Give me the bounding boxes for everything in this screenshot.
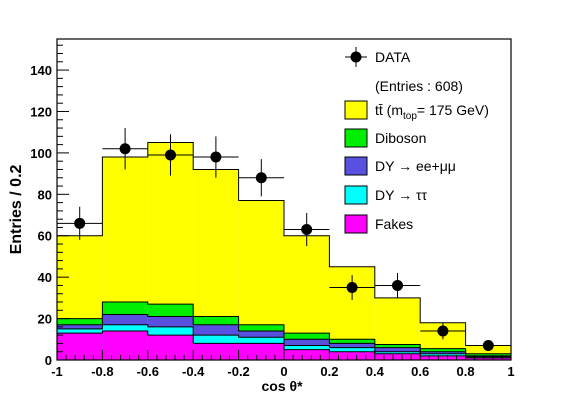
data-point-marker: [392, 279, 403, 291]
y-tick-label: 40: [38, 270, 52, 285]
data-point-2: [102, 128, 148, 170]
legend-item-diboson: Diboson: [344, 128, 426, 148]
legend-swatch-fakes: [344, 214, 368, 234]
x-tick-label: 1: [507, 364, 514, 379]
data-point-4: [193, 136, 239, 178]
legend-swatch-diboson: [344, 128, 368, 148]
legend-item-dytautau: DY → ττ: [344, 185, 428, 205]
bar-fakes-6: [284, 349, 330, 360]
y-axis-ticks: 0 20 40 60 80 100 120 140: [30, 44, 69, 368]
x-tick-label: -0.4: [182, 364, 205, 379]
legend-data-label: DATA: [375, 49, 411, 65]
y-tick-label: 80: [38, 187, 52, 202]
data-point-marker: [255, 172, 267, 184]
x-tick-label: -0.2: [227, 364, 249, 379]
stacked-histogram: [57, 142, 511, 360]
x-axis-ticks: -1 -0.8 -0.6 -0.4 -0.2 0 0.2 0.4 0.6 0.8 1: [51, 350, 515, 379]
legend: DATA (Entries : 608) tt̄ (mtop= 175 GeV) Di…: [344, 47, 489, 234]
legend-label-dytautau: DY → ττ: [375, 187, 428, 203]
x-tick-label: -1: [51, 364, 63, 379]
data-point-marker: [482, 340, 494, 352]
data-point-marker: [437, 325, 449, 337]
data-point-5: [238, 159, 284, 197]
bar-fakes-3: [147, 335, 194, 360]
data-point-9: [420, 322, 466, 340]
legend-swatch-dyeemumu: [344, 156, 368, 176]
x-tick-label: 0.2: [320, 364, 338, 379]
x-tick-label: -0.8: [91, 364, 113, 379]
bar-fakes-7: [329, 351, 375, 360]
data-point-10: [465, 340, 511, 352]
x-tick-label: 0.4: [366, 364, 385, 379]
x-tick-label: 0: [280, 364, 287, 379]
legend-label-ttbar: tt̄ (mtop= 175 GeV): [375, 102, 489, 122]
bar-fakes-2: [102, 331, 148, 360]
data-point-7: [329, 275, 375, 300]
x-axis-label: cos θ*: [261, 378, 303, 394]
legend-item-data: DATA: [345, 47, 411, 67]
legend-item-ttbar: tt̄ (mtop= 175 GeV): [344, 100, 489, 122]
legend-entries-count: (Entries : 608): [375, 78, 463, 94]
legend-label-fakes: Fakes: [375, 216, 413, 232]
data-point-3: [147, 134, 194, 176]
data-point-6: [284, 212, 330, 247]
legend-label-diboson: Diboson: [375, 130, 426, 146]
data-point-marker: [301, 224, 313, 236]
bar-fakes-10: [465, 357, 511, 360]
bar-fakes-5: [238, 343, 284, 360]
x-tick-label: 0.6: [411, 364, 429, 379]
data-point-marker: [210, 151, 222, 163]
y-tick-label: 140: [30, 63, 52, 78]
bar-fakes-9: [420, 355, 466, 360]
data-point-1: [57, 206, 103, 240]
y-tick-label: 120: [30, 104, 52, 119]
x-tick-label: 0.8: [457, 364, 475, 379]
data-point-marker: [74, 217, 86, 229]
data-point-marker: [346, 282, 358, 294]
bar-fakes-1: [57, 333, 103, 360]
legend-swatch-dytautau: [344, 185, 368, 205]
legend-label-dyeemumu: DY → ee+μμ: [375, 158, 456, 174]
legend-item-dyeemumu: DY → ee+μμ: [344, 156, 456, 176]
x-tick-label: -0.6: [137, 364, 159, 379]
legend-data-marker: [350, 51, 362, 63]
data-point-marker: [119, 143, 131, 155]
data-point-8: [374, 273, 421, 298]
bar-fakes-4: [193, 343, 239, 360]
y-axis-label: Entries / 0.2: [8, 164, 25, 254]
data-point-marker: [165, 149, 176, 161]
data-points: [57, 128, 511, 352]
y-tick-label: 60: [38, 229, 52, 244]
legend-item-fakes: Fakes: [344, 214, 413, 234]
y-tick-label: 100: [30, 146, 52, 161]
bar-fakes-8: [374, 353, 421, 360]
y-tick-label: 0: [45, 353, 52, 368]
legend-swatch-ttbar: [344, 100, 368, 120]
y-tick-label: 20: [38, 312, 52, 327]
